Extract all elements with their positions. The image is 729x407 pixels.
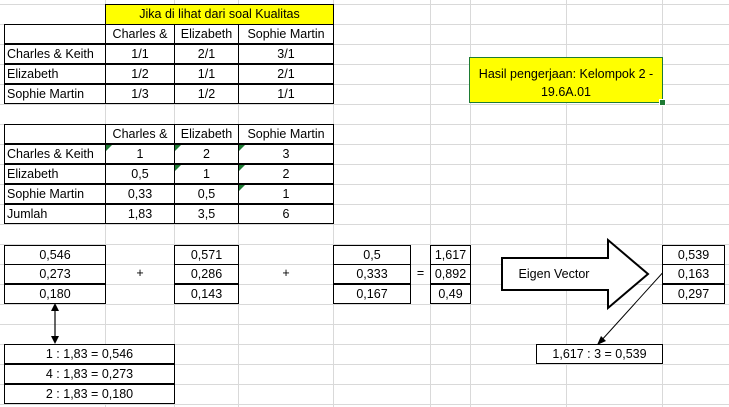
- table1-header-sophie[interactable]: Sophie Martin: [238, 24, 334, 44]
- table2-cell[interactable]: 3,5: [174, 204, 239, 224]
- sum-cell[interactable]: 0,49: [430, 284, 471, 304]
- plus-sign: +: [136, 266, 144, 280]
- matrix-cell[interactable]: 0,143: [174, 284, 239, 304]
- equals-sign: =: [416, 266, 425, 280]
- arrowhead-bottom: [597, 336, 606, 345]
- calc-cell[interactable]: 4 : 1,83 = 0,273: [4, 364, 175, 384]
- matrix-cell[interactable]: 0,273: [4, 264, 106, 284]
- arrowhead-up: [51, 303, 59, 311]
- calc-cell[interactable]: 1 : 1,83 = 0,546: [4, 344, 175, 364]
- table2-row-label[interactable]: Charles & Keith: [4, 144, 106, 164]
- matrix-cell[interactable]: 0,180: [4, 284, 106, 304]
- matrix-cell[interactable]: 0,571: [174, 245, 239, 265]
- sum-cell[interactable]: 0,892: [430, 264, 471, 284]
- table2-cell[interactable]: 1: [174, 164, 239, 184]
- arrowhead-down: [51, 336, 59, 344]
- matrix-cell[interactable]: 0,286: [174, 264, 239, 284]
- table1-cell[interactable]: 1/1: [238, 84, 334, 104]
- table2-header-elizabeth[interactable]: Elizabeth: [174, 124, 239, 144]
- table2-cell[interactable]: 3: [238, 144, 334, 164]
- error-indicator-icon[interactable]: [239, 185, 245, 191]
- table1-header-elizabeth[interactable]: Elizabeth: [174, 24, 239, 44]
- table2-header-sophie[interactable]: Sophie Martin: [238, 124, 334, 144]
- calc-right-cell[interactable]: 1,617 : 3 = 0,539: [536, 344, 663, 364]
- calc-cell[interactable]: 2 : 1,83 = 0,180: [4, 384, 175, 404]
- eigen-vector-label[interactable]: Eigen Vector: [518, 267, 590, 281]
- table1-cell[interactable]: 1/1: [105, 44, 175, 64]
- sum-cell[interactable]: 1,617: [430, 245, 471, 265]
- table1-cell[interactable]: 1/2: [174, 84, 239, 104]
- eigen-vector-arrow-shape: [501, 237, 650, 311]
- error-indicator-icon[interactable]: [175, 145, 181, 151]
- table1-cell[interactable]: 1/1: [174, 64, 239, 84]
- table1-cell[interactable]: 2/1: [238, 64, 334, 84]
- table2-cell[interactable]: 1: [238, 184, 334, 204]
- table1-cell[interactable]: 3/1: [238, 44, 334, 64]
- table2-cell[interactable]: 0,33: [105, 184, 175, 204]
- error-indicator-icon[interactable]: [239, 145, 245, 151]
- table2-header-charles[interactable]: Charles &: [105, 124, 175, 144]
- table2-row-label[interactable]: Sophie Martin: [4, 184, 106, 204]
- result-note-box[interactable]: Hasil pengerjaan: Kelompok 2 - 19.6A.01: [469, 57, 663, 103]
- table2-cell[interactable]: 1: [105, 144, 175, 164]
- table1-header-charles[interactable]: Charles &: [105, 24, 175, 44]
- matrix-cell[interactable]: 0,333: [333, 264, 411, 284]
- matrix-cell[interactable]: 0,167: [333, 284, 411, 304]
- eigen-cell[interactable]: 0,539: [662, 245, 725, 265]
- table1-cell[interactable]: 1/3: [105, 84, 175, 104]
- table1-row-label[interactable]: Charles & Keith: [4, 44, 106, 64]
- table2-cell[interactable]: 0,5: [174, 184, 239, 204]
- table2-cell[interactable]: 2: [238, 164, 334, 184]
- error-indicator-icon[interactable]: [239, 165, 245, 171]
- table2-row-label[interactable]: Elizabeth: [4, 164, 106, 184]
- table2-cell[interactable]: 6: [238, 204, 334, 224]
- table1-cell[interactable]: 2/1: [174, 44, 239, 64]
- table1-row-label[interactable]: Sophie Martin: [4, 84, 106, 104]
- table2-cell[interactable]: 0,5: [105, 164, 175, 184]
- table2-row-label[interactable]: Jumlah: [4, 204, 106, 224]
- title-cell[interactable]: Jika di lihat dari soal Kualitas: [105, 4, 334, 25]
- table2-cell[interactable]: 1,83: [105, 204, 175, 224]
- eigen-cell[interactable]: 0,297: [662, 284, 725, 304]
- table1-row-label[interactable]: Elizabeth: [4, 64, 106, 84]
- error-indicator-icon[interactable]: [175, 165, 181, 171]
- table1-cell[interactable]: 1/2: [105, 64, 175, 84]
- eigen-cell[interactable]: 0,163: [662, 264, 725, 284]
- note-line-1: Hasil pengerjaan: Kelompok 2 -: [478, 67, 654, 81]
- plus-sign: +: [282, 266, 290, 280]
- error-indicator-icon[interactable]: [106, 145, 112, 151]
- selection-handle[interactable]: [659, 99, 666, 106]
- note-line-2: 19.6A.01: [540, 85, 592, 99]
